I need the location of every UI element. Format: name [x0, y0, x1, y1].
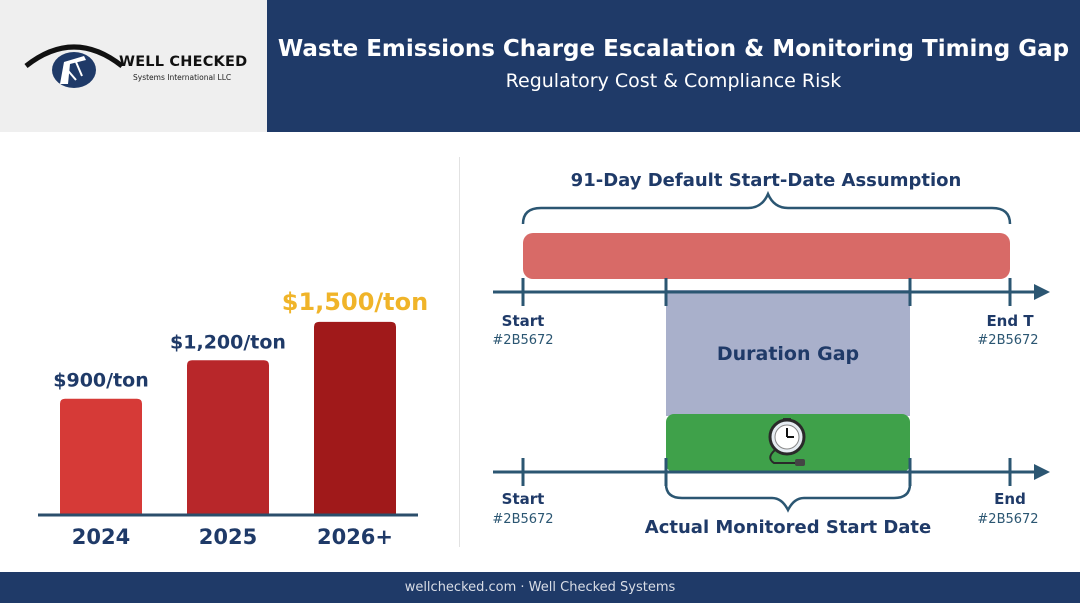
stopwatch-icon [768, 418, 806, 466]
bottom-end-code: #2B5672 [977, 512, 1038, 527]
bottom-caption: Actual Monitored Start Date [645, 517, 931, 538]
duration-gap-label: Duration Gap [717, 343, 859, 365]
bar-value-label: $1,500/ton [282, 288, 428, 316]
header: Waste Emissions Charge Escalation & Moni… [267, 0, 1080, 132]
top-end-label: End T [986, 312, 1034, 330]
timeline-diagram: 91-Day Default Start-Date Assumption Sta… [492, 170, 1050, 538]
bar-2025 [187, 360, 269, 514]
bottom-end-label: End [994, 490, 1026, 508]
top-end-code: #2B5672 [977, 333, 1038, 348]
category-label: 2026+ [317, 525, 393, 549]
bar-chart: $900/ton 2024 $1,200/ton 2025 $1,500/ton 2026… [38, 288, 428, 549]
assumed-period-bar [523, 233, 1010, 279]
bottom-brace [664, 483, 912, 513]
bar-2026+ [314, 321, 396, 514]
top-start-label: Start [502, 312, 545, 330]
top-brace [521, 190, 1012, 225]
top-axis-arrow [1034, 284, 1050, 300]
logo-name: WELL CHECKED [119, 54, 248, 70]
category-label: 2025 [199, 525, 257, 549]
category-label: 2024 [72, 525, 130, 549]
bottom-start-label: Start [502, 490, 545, 508]
bar-2024 [60, 398, 142, 514]
section-divider [459, 157, 460, 547]
bottom-start-code: #2B5672 [492, 512, 553, 527]
page-subtitle: Regulatory Cost & Compliance Risk [505, 70, 842, 92]
top-caption: 91-Day Default Start-Date Assumption [571, 170, 962, 191]
bar-value-label: $1,200/ton [170, 331, 286, 353]
duration-gap-region [666, 290, 910, 416]
logo-subtitle: Systems International LLC [133, 73, 232, 82]
page-title: Waste Emissions Charge Escalation & Moni… [277, 36, 1070, 62]
bar-value-label: $900/ton [53, 370, 148, 392]
top-start-code: #2B5672 [492, 333, 553, 348]
logo-eye-icon [24, 44, 124, 88]
bottom-axis-arrow [1034, 464, 1050, 480]
logo-panel: WELL CHECKED Systems International LLC [0, 0, 267, 132]
footer: wellchecked.com · Well Checked Systems [0, 572, 1080, 603]
